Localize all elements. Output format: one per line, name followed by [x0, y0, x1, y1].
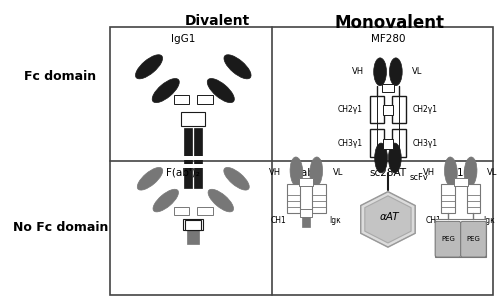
- Ellipse shape: [136, 55, 162, 79]
- Bar: [383, 139, 393, 149]
- Polygon shape: [365, 196, 411, 243]
- Bar: [184, 219, 203, 230]
- FancyBboxPatch shape: [435, 221, 460, 257]
- Ellipse shape: [224, 168, 250, 190]
- Ellipse shape: [138, 168, 162, 190]
- Bar: [184, 164, 203, 168]
- Bar: [454, 178, 468, 186]
- Text: VH: VH: [269, 168, 281, 177]
- Text: CH2γ1: CH2γ1: [413, 105, 438, 114]
- Bar: [392, 95, 406, 123]
- Bar: [110, 27, 493, 295]
- Bar: [312, 184, 326, 213]
- Text: αAT: αAT: [380, 213, 400, 222]
- Text: CH2γ1: CH2γ1: [338, 105, 363, 114]
- Text: sc28AT: sc28AT: [370, 168, 406, 178]
- Text: Igκ: Igκ: [329, 217, 340, 225]
- Bar: [441, 184, 455, 213]
- Bar: [197, 95, 213, 104]
- Bar: [300, 209, 312, 217]
- Bar: [194, 128, 202, 188]
- Ellipse shape: [374, 58, 386, 86]
- Polygon shape: [360, 192, 415, 247]
- Bar: [435, 219, 486, 257]
- Bar: [302, 213, 310, 227]
- Ellipse shape: [208, 79, 234, 103]
- Bar: [383, 105, 393, 116]
- Bar: [184, 128, 192, 188]
- Text: VL: VL: [412, 67, 422, 76]
- Bar: [197, 207, 213, 215]
- Text: CH3γ1: CH3γ1: [413, 139, 438, 148]
- Bar: [174, 95, 190, 104]
- Text: Fab': Fab': [296, 168, 316, 178]
- Text: MF280: MF280: [370, 34, 405, 44]
- Text: CH3γ1: CH3γ1: [338, 139, 363, 148]
- Bar: [286, 184, 300, 213]
- Text: PEG: PEG: [441, 236, 455, 242]
- Text: Fc domain: Fc domain: [24, 70, 97, 83]
- Bar: [186, 221, 201, 230]
- Text: Divalent: Divalent: [185, 14, 250, 28]
- FancyBboxPatch shape: [460, 221, 486, 257]
- Text: F(ab')₂: F(ab')₂: [166, 168, 200, 178]
- Bar: [300, 178, 313, 186]
- Ellipse shape: [390, 58, 402, 86]
- Text: Monovalent: Monovalent: [335, 14, 445, 32]
- Ellipse shape: [208, 189, 234, 212]
- Bar: [184, 156, 203, 160]
- Text: CH1: CH1: [271, 217, 286, 225]
- Bar: [392, 129, 406, 157]
- Ellipse shape: [152, 79, 180, 103]
- Text: VL: VL: [332, 168, 343, 177]
- Text: PEG: PEG: [466, 236, 480, 242]
- Bar: [466, 184, 480, 213]
- Ellipse shape: [290, 157, 303, 187]
- Text: FR104: FR104: [444, 168, 477, 178]
- Ellipse shape: [444, 157, 458, 187]
- Bar: [182, 112, 205, 126]
- Text: VL: VL: [487, 168, 498, 177]
- Text: Igκ: Igκ: [484, 217, 495, 225]
- Bar: [188, 230, 199, 244]
- Text: VH: VH: [423, 168, 436, 177]
- Bar: [370, 95, 384, 123]
- Ellipse shape: [388, 143, 401, 173]
- Bar: [370, 129, 384, 157]
- Ellipse shape: [310, 157, 322, 187]
- Text: scFv: scFv: [410, 173, 429, 182]
- Text: No Fc domain: No Fc domain: [13, 221, 108, 234]
- Ellipse shape: [374, 143, 388, 173]
- Text: IgG1: IgG1: [171, 34, 196, 44]
- Text: VH: VH: [352, 67, 364, 76]
- Ellipse shape: [464, 157, 477, 187]
- Ellipse shape: [153, 189, 178, 212]
- Bar: [174, 207, 190, 215]
- Ellipse shape: [224, 55, 251, 79]
- Text: CH1: CH1: [426, 217, 441, 225]
- Bar: [382, 84, 394, 91]
